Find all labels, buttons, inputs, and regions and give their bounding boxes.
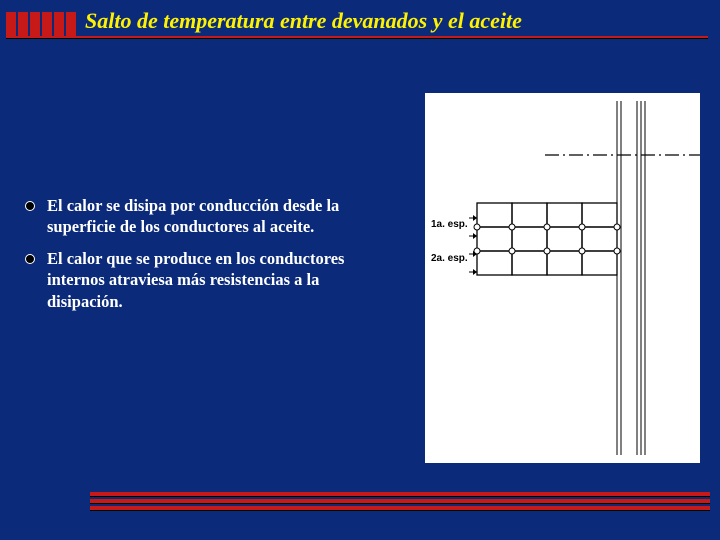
svg-text:1a. esp.: 1a. esp. bbox=[431, 219, 468, 230]
header-bars-decor bbox=[6, 12, 76, 36]
footer-decor bbox=[90, 489, 710, 510]
bullet-list: El calor se disipa por conducción desde … bbox=[25, 195, 395, 322]
header-underline bbox=[6, 36, 708, 38]
bullet-item: El calor se disipa por conducción desde … bbox=[25, 195, 395, 238]
slide-title: Salto de temperatura entre devanados y e… bbox=[85, 8, 522, 34]
winding-diagram: 1a. esp. 2a. esp. bbox=[425, 93, 700, 463]
svg-text:2a. esp.: 2a. esp. bbox=[431, 253, 468, 264]
bullet-item: El calor que se produce en los conductor… bbox=[25, 248, 395, 312]
